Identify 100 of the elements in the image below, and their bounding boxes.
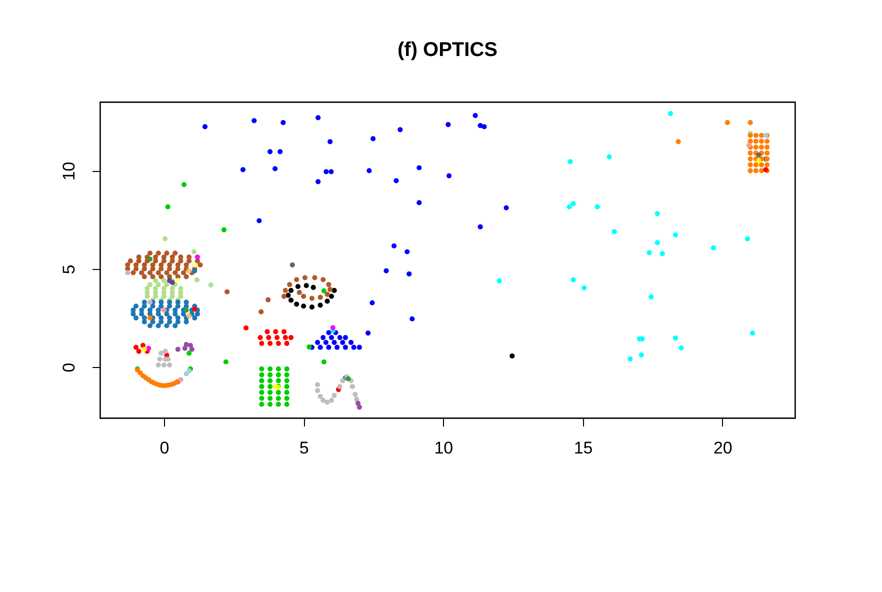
point [268, 384, 273, 390]
point [259, 366, 264, 372]
point [268, 372, 273, 378]
point [753, 162, 758, 168]
point [482, 124, 487, 130]
point [472, 113, 478, 118]
point [320, 398, 326, 403]
point [301, 304, 306, 309]
point [184, 308, 189, 313]
point [281, 329, 287, 334]
point [744, 236, 750, 242]
point [306, 344, 312, 350]
point [276, 390, 281, 396]
point [324, 169, 329, 174]
y-tick-label: 5 [60, 264, 78, 274]
point [194, 254, 200, 260]
point [314, 388, 320, 394]
point [570, 277, 576, 282]
point [175, 315, 180, 320]
point [748, 150, 753, 156]
point [320, 334, 326, 340]
point [165, 204, 170, 210]
point [142, 300, 147, 305]
point [157, 356, 162, 362]
point [175, 278, 180, 284]
point [276, 378, 281, 384]
point [259, 402, 264, 407]
point [273, 329, 278, 334]
point [288, 288, 294, 293]
point [147, 323, 153, 328]
point [284, 340, 290, 346]
point [756, 158, 762, 164]
point [337, 334, 342, 340]
point [202, 124, 208, 130]
point [394, 178, 399, 184]
point [321, 359, 326, 364]
point [276, 372, 281, 378]
point [366, 168, 372, 174]
point [142, 315, 147, 320]
point [284, 384, 290, 390]
point [332, 392, 337, 398]
point [156, 282, 161, 288]
x-tick-label: 5 [299, 438, 309, 458]
point [342, 344, 348, 350]
point [276, 340, 281, 346]
point [133, 304, 139, 309]
point [309, 304, 314, 310]
point [182, 182, 187, 188]
point [243, 325, 249, 330]
point [354, 396, 360, 402]
point [284, 372, 290, 378]
point [750, 330, 756, 336]
point [276, 396, 281, 401]
point [370, 300, 375, 306]
point [660, 251, 665, 256]
point [582, 285, 587, 290]
point [153, 278, 158, 284]
point [147, 315, 153, 320]
point [446, 122, 451, 128]
point [758, 138, 764, 144]
point [133, 315, 139, 320]
point [276, 402, 281, 407]
point [316, 179, 321, 184]
point [748, 156, 753, 162]
point [384, 268, 389, 274]
point [259, 396, 264, 401]
point [332, 340, 337, 345]
point [337, 384, 342, 390]
point [264, 329, 270, 334]
point [351, 344, 356, 350]
point [186, 313, 192, 318]
point [304, 282, 309, 288]
point [406, 271, 412, 276]
point [286, 292, 291, 298]
point [256, 218, 262, 224]
point [147, 300, 153, 305]
point [284, 396, 290, 401]
point [156, 362, 161, 368]
point [628, 356, 633, 362]
point [162, 236, 168, 242]
point [638, 352, 644, 358]
point [284, 366, 290, 372]
point [318, 302, 323, 308]
point [366, 330, 371, 336]
point [310, 284, 316, 290]
point [348, 340, 354, 345]
point [334, 344, 340, 350]
point [323, 340, 328, 345]
point [268, 390, 273, 396]
point [164, 282, 170, 288]
point [184, 342, 189, 347]
point [416, 165, 422, 170]
point [133, 344, 139, 350]
point [178, 377, 184, 382]
point [350, 384, 355, 390]
point [594, 204, 600, 210]
point [446, 173, 452, 178]
point [391, 243, 397, 248]
point [166, 315, 172, 320]
point [162, 348, 168, 354]
